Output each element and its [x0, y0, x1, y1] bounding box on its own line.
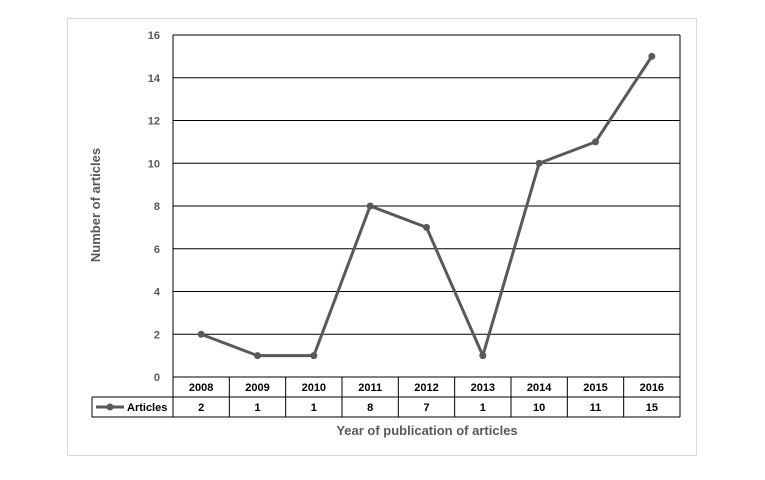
y-tick-label: 10: [148, 158, 160, 170]
data-point: [310, 352, 318, 360]
x-tick-label: 2016: [640, 382, 664, 394]
chart-frame: [67, 18, 697, 456]
x-tick-label: 2008: [189, 382, 213, 394]
y-tick-label: 4: [154, 287, 161, 299]
y-axis-ticks: 0 2 4 6 8 10 12 14 16: [148, 30, 161, 384]
y-tick-label: 12: [148, 116, 160, 128]
x-tick-label: 2011: [358, 382, 382, 394]
data-label: 11: [590, 402, 602, 414]
data-label: 7: [423, 402, 429, 414]
data-label: 1: [254, 402, 260, 414]
data-point: [535, 159, 543, 167]
data-label: 10: [533, 402, 545, 414]
data-point: [648, 52, 656, 60]
x-tick-label: 2009: [245, 382, 269, 394]
data-table: 2008 2 2009 1 2010 1 2011 8 2012 7 2013 1 2014 10 2015…: [91, 376, 681, 418]
legend-label: Articles: [127, 402, 167, 414]
y-tick-label: 0: [154, 372, 160, 384]
y-tick-label: 14: [148, 73, 161, 85]
data-label: 1: [311, 402, 317, 414]
y-tick-label: 2: [154, 329, 160, 341]
x-tick-label: 2012: [414, 382, 438, 394]
y-axis-title: Number of articles: [88, 148, 103, 262]
y-tick-label: 16: [148, 30, 160, 42]
data-point: [592, 138, 599, 146]
data-point: [479, 352, 487, 360]
y-tick-label: 6: [154, 244, 160, 256]
x-tick-label: 2015: [583, 382, 607, 394]
x-tick-label: 2013: [471, 382, 495, 394]
data-point: [423, 223, 430, 231]
data-point: [254, 352, 261, 360]
x-tick-label: 2014: [527, 382, 552, 394]
data-label: 2: [198, 402, 204, 414]
y-tick-label: 8: [154, 201, 160, 213]
x-tick-label: 2010: [302, 382, 326, 394]
data-label: 8: [367, 402, 373, 414]
x-axis-title: Year of publication of articles: [336, 423, 517, 438]
gridlines: [172, 34, 681, 378]
data-label: 15: [646, 402, 658, 414]
data-point: [366, 202, 374, 210]
data-label: 1: [480, 402, 486, 414]
legend-marker: [106, 403, 114, 411]
data-point: [197, 330, 205, 338]
series-layer: [197, 52, 656, 360]
